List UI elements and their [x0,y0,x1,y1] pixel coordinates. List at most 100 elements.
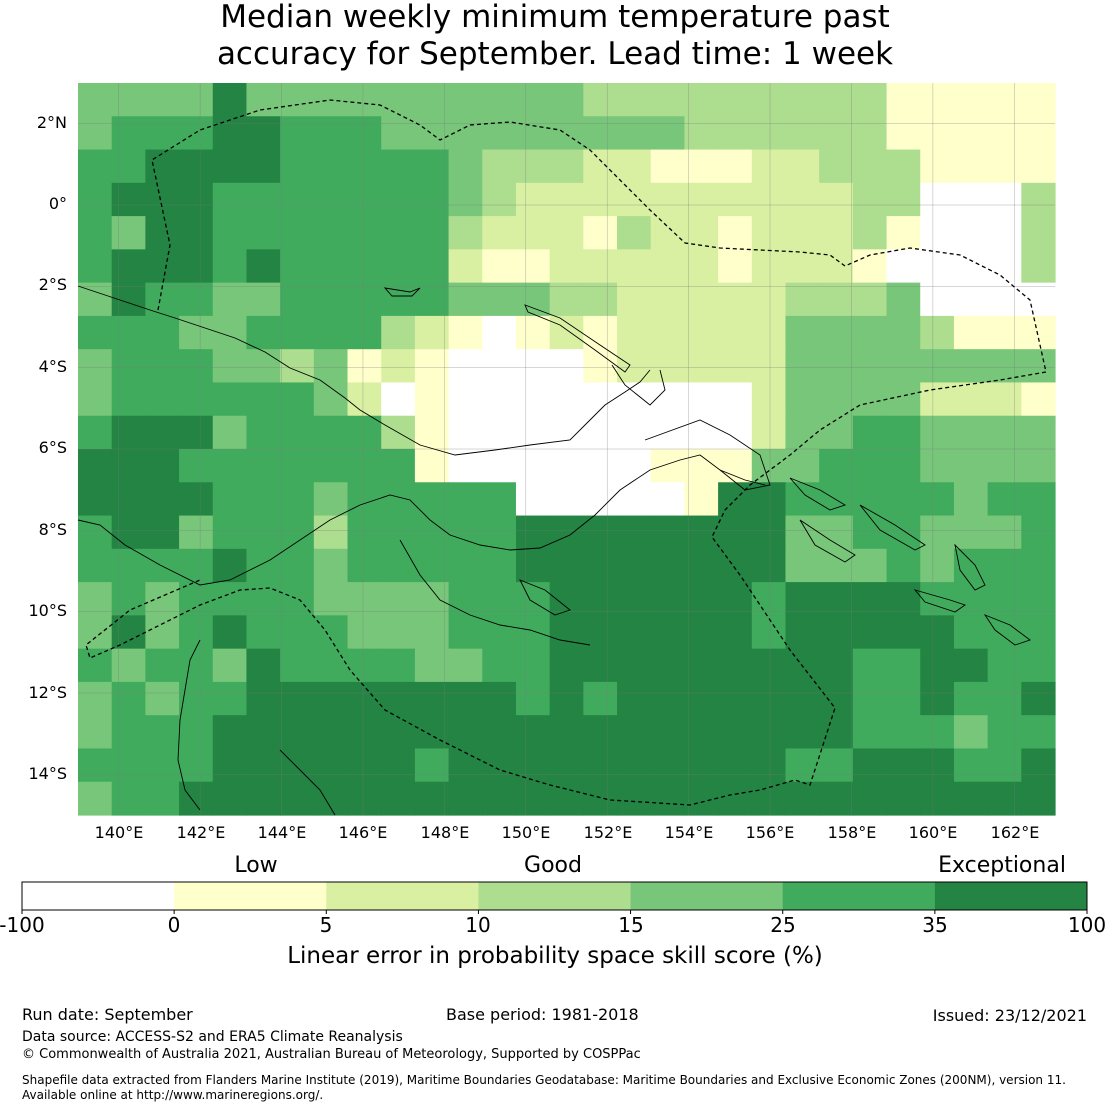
heatmap-cell [617,249,652,284]
heatmap-cell [280,149,315,184]
heatmap-cell [145,781,180,816]
heatmap-cell [212,83,248,117]
heatmap-cell [347,449,382,483]
heatmap-cell [111,449,146,483]
coastline-new-ireland [524,304,631,373]
heatmap-cell [751,216,787,250]
heatmap-cell [145,216,180,250]
coastline-gulf-carpentaria [279,749,336,816]
heatmap-cell [280,681,315,716]
heatmap-cell [246,748,281,783]
heatmap-cell [78,449,113,483]
heatmap-cell [482,781,517,816]
heatmap-cell [617,216,652,250]
heatmap-cell [347,382,382,417]
heatmap-cell [347,548,382,583]
heatmap-cell [448,615,483,650]
lon-tick-label: 154°E [664,823,714,842]
heatmap-cell [78,315,113,350]
heatmap-cell [179,748,214,783]
heatmap-cell [751,681,787,716]
heatmap-cell [280,315,315,350]
heatmap-cell [785,315,820,350]
heatmap-cell [482,582,517,616]
heatmap-cell [617,482,652,517]
heatmap-cell [987,216,1022,250]
heatmap-cell [414,515,450,550]
heatmap-cell [381,149,416,184]
heatmap-cell [886,315,921,350]
heatmap-cell [987,715,1022,750]
heatmap-cell [684,249,719,284]
colorbar-tick-label: 10 [465,913,491,937]
heatmap-cell [987,349,1022,384]
heatmap-cell [718,681,753,716]
heatmap-cell [414,349,450,384]
heatmap-cell [617,182,652,217]
lon-tick-label: 150°E [501,823,551,842]
coastline-solomons-2 [799,519,856,563]
colorbar-category-low: Low [234,853,278,878]
heatmap-cell [785,149,820,184]
heatmap-cell [852,681,888,716]
heatmap-cell [886,582,921,616]
heatmap-cell [448,382,483,417]
heatmap-cell [718,648,753,683]
colorbar-segment [630,882,784,910]
heatmap-cell [684,315,719,350]
heatmap-cell [313,615,349,650]
heatmap-cell [617,548,652,583]
heatmap-cell [718,449,753,483]
heatmap-cell [212,315,248,350]
heatmap-cell [718,116,753,151]
lat-tick-label: 2°N [36,113,67,132]
heatmap-cell [650,548,686,583]
heatmap-cell [819,149,854,184]
heatmap-cell [785,349,820,384]
heatmap-cell [111,83,146,117]
heatmap-cell [111,249,146,284]
heatmap-cell [987,548,1022,583]
heatmap-cell [414,748,450,783]
heatmap-cell [684,715,719,750]
lat-tick-label: 2°S [38,275,67,294]
heatmap-cell [987,116,1022,151]
heatmap-cell [583,648,618,683]
heatmap-cell [583,515,618,550]
heatmap-cell [920,182,955,217]
heatmap-cell [280,382,315,417]
heatmap-cell [145,149,180,184]
heatmap-cell [718,515,753,550]
heatmap-cell [785,715,820,750]
heatmap-cell [684,116,719,151]
heatmap-cell [448,349,483,384]
heatmap-cell [953,382,989,417]
eez-boundary [85,99,1047,806]
heatmap-cell [785,83,820,117]
heatmap-cell [920,681,955,716]
heatmap-cell [785,182,820,217]
colorbar-tick-label: 15 [618,913,644,937]
heatmap-cell [650,249,686,284]
heatmap-cell [482,382,517,417]
heatmap-cell [313,515,349,550]
heatmap-cell [953,781,989,816]
heatmap-cell [482,315,517,350]
heatmap-cell [246,216,281,250]
heatmap-cell [212,382,248,417]
heatmap-cell [347,582,382,616]
heatmap-cell [886,615,921,650]
heatmap-cell [482,715,517,750]
heatmap-cell [78,615,113,650]
heatmap-cell [515,781,551,816]
heatmap-cell [482,282,517,317]
heatmap-cell [78,83,113,117]
heatmap-cell [246,83,281,117]
heatmap-cell [751,515,787,550]
heatmap-cell [920,582,955,616]
heatmap-cell [718,415,753,450]
heatmap-cell [751,282,787,317]
heatmap-cell [145,482,180,517]
heatmap-cell [852,748,888,783]
heatmap-cell [482,83,517,117]
